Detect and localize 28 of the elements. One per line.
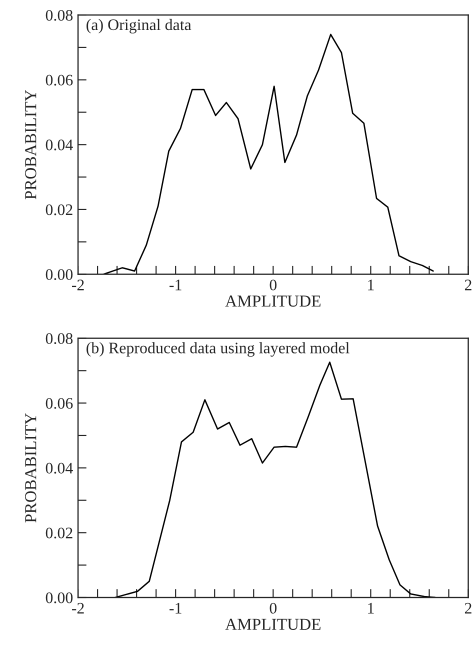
y-tick-label: 0.06	[46, 74, 73, 86]
x-tick-label: -1	[170, 280, 182, 290]
y-tick-label: 0.06	[46, 398, 73, 409]
y-axis-title: PROBABILITY	[25, 413, 36, 522]
x-tick-label: 1	[368, 602, 374, 614]
y-tick-label: 0.04	[46, 462, 73, 474]
x-tick-label: -2	[72, 602, 84, 614]
y-tick-label: 0.00	[46, 269, 73, 280]
x-tick-label: -1	[170, 602, 182, 614]
annotation: (b) Reproduced data using layered model	[86, 342, 350, 357]
y-tick-label: 0.08	[46, 333, 73, 344]
annotation: (a) Original data	[86, 18, 192, 34]
y-axis-title: PROBABILITY	[25, 90, 36, 200]
x-tick-label: -2	[72, 280, 84, 290]
x-tick-label: 2	[464, 280, 472, 290]
y-tick-label: 0.00	[46, 592, 73, 604]
y-tick-label: 0.02	[46, 528, 72, 538]
x-tick-label: 1	[368, 280, 374, 290]
x-axis-title: AMPLITUDE	[225, 618, 320, 630]
y-tick-label: 0.04	[46, 140, 73, 150]
x-tick-label: 0	[270, 280, 277, 290]
x-axis-title: AMPLITUDE	[225, 296, 320, 307]
x-tick-label: 0	[270, 602, 277, 614]
y-tick-label: 0.02	[46, 204, 72, 216]
line-series	[102, 34, 434, 274]
line-series	[114, 362, 436, 598]
y-tick-label: 0.08	[46, 10, 73, 21]
x-tick-label: 2	[464, 602, 472, 614]
